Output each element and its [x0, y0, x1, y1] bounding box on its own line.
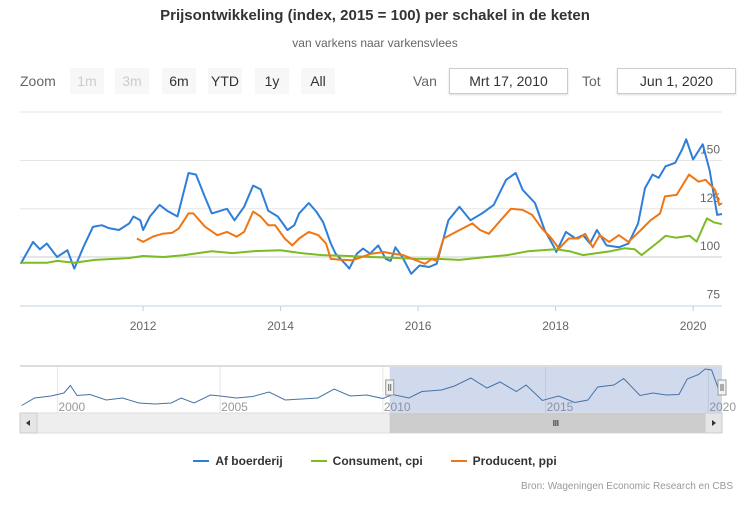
zoom-1y-button[interactable]: 1y: [255, 68, 289, 94]
x-tick-label: 2012: [130, 319, 157, 333]
x-tick-label: 2020: [680, 319, 707, 333]
y-tick-label: 75: [707, 287, 721, 301]
navigator-tick-label: 2005: [221, 400, 248, 414]
zoom-3m-button[interactable]: 3m: [115, 68, 149, 94]
x-tick-label: 2014: [267, 319, 294, 333]
x-tick-label: 2018: [542, 319, 569, 333]
series-line-af-boerderij: [19, 138, 723, 275]
navigator-tick-label: 2015: [547, 400, 574, 414]
legend-label: Consument, cpi: [332, 454, 423, 468]
legend-label: Af boerderij: [215, 454, 283, 468]
series-line-consument-cpi: [20, 217, 723, 264]
legend-item-producent-ppi[interactable]: Producent, ppi: [450, 454, 557, 468]
x-tick-label: 2016: [405, 319, 432, 333]
navigator-tick-label: 2000: [58, 400, 85, 414]
chart-title: Prijsontwikkeling (index, 2015 = 100) pe…: [160, 7, 590, 24]
navigator-tick-label: 2010: [384, 400, 411, 414]
y-tick-label: 100: [700, 239, 720, 253]
legend-label: Producent, ppi: [472, 454, 557, 468]
legend-item-consument-cpi[interactable]: Consument, cpi: [310, 454, 423, 468]
chart-subtitle: van varkens naar varkensvlees: [292, 36, 458, 50]
legend-swatch: [450, 460, 467, 462]
legend: Af boerderij Consument, cpi Producent, p…: [0, 454, 750, 468]
from-date-input[interactable]: Mrt 17, 2010: [449, 68, 568, 94]
zoom-1m-button[interactable]: 1m: [70, 68, 104, 94]
zoom-6m-button[interactable]: 6m: [162, 68, 196, 94]
to-label: Tot: [582, 73, 601, 89]
arrow-right-icon: [712, 420, 716, 426]
legend-swatch: [193, 460, 210, 462]
scroll-right-button[interactable]: [704, 412, 723, 434]
series-line-producent-ppi: [136, 173, 723, 265]
navigator-handle-right[interactable]: [717, 379, 727, 396]
legend-item-af-boerderij[interactable]: Af boerderij: [193, 454, 283, 468]
zoom-label: Zoom: [20, 73, 56, 89]
credits: Bron: Wageningen Economic Research en CB…: [521, 481, 733, 492]
zoom-ytd-button[interactable]: YTD: [208, 68, 242, 94]
from-label: Van: [413, 73, 437, 89]
navigator-selected-range[interactable]: [389, 367, 722, 413]
navigator-tick-label: 2020: [709, 400, 736, 414]
arrow-left-icon: [26, 420, 30, 426]
zoom-all-button[interactable]: All: [301, 68, 335, 94]
to-date-input[interactable]: Jun 1, 2020: [617, 68, 736, 94]
navigator-handle-left[interactable]: [385, 379, 395, 396]
scroll-left-button[interactable]: [19, 412, 38, 434]
legend-swatch: [310, 460, 327, 462]
